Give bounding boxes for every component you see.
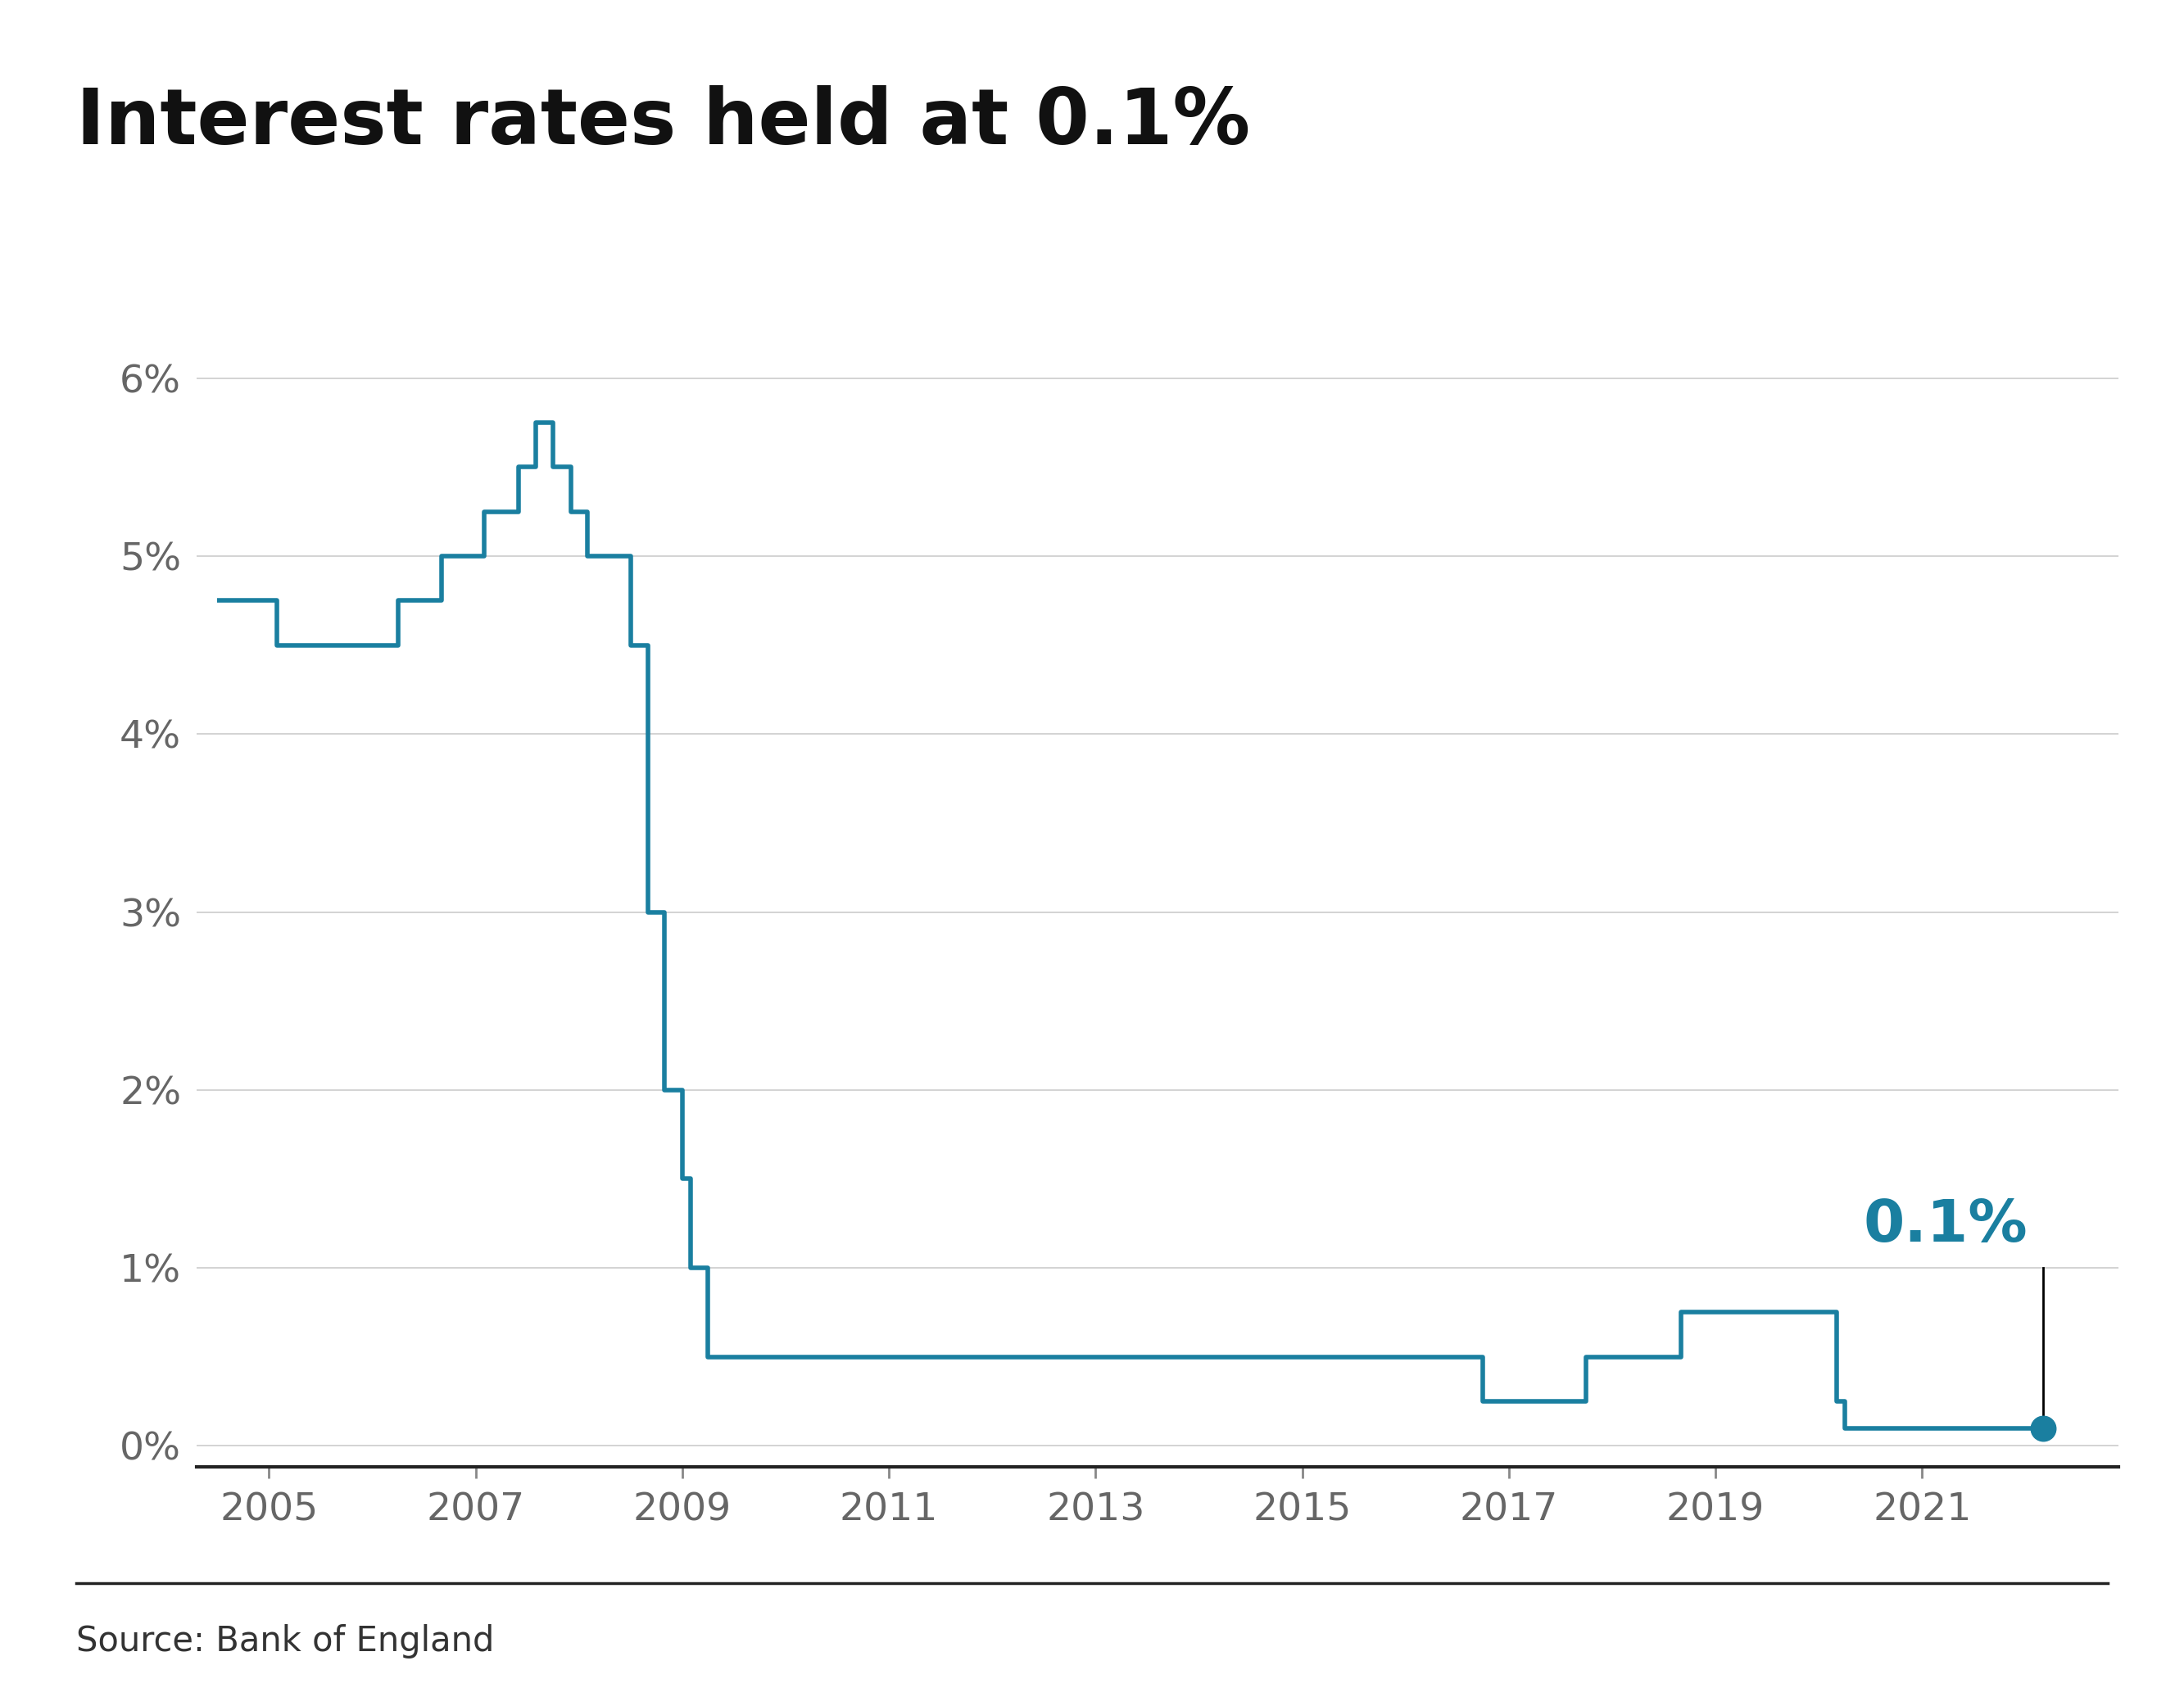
Text: Interest rates held at 0.1%: Interest rates held at 0.1% [76, 85, 1251, 160]
Text: B: B [1959, 1622, 1990, 1663]
Text: B: B [1867, 1622, 1898, 1663]
Text: 0.1%: 0.1% [1863, 1198, 2027, 1254]
Text: Source: Bank of England: Source: Bank of England [76, 1624, 494, 1658]
Text: C: C [2051, 1622, 2081, 1663]
